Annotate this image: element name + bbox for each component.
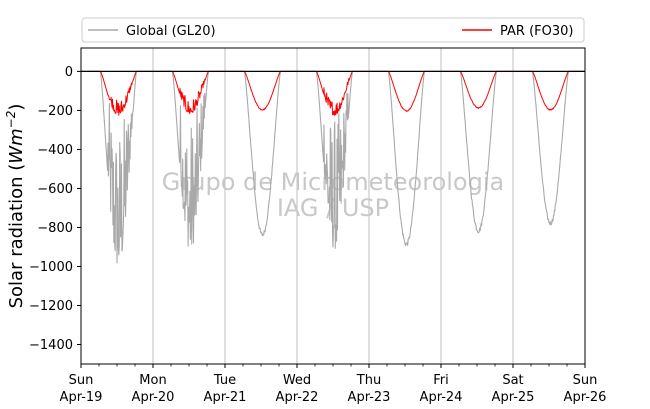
y-axis-label-unit: Wm [6,128,27,163]
y-axis-label-suffix: ) [6,104,27,111]
y-axis-label-prefix: Solar radiation ( [6,164,27,309]
x-tick-label-day: Fri [433,373,449,388]
legend-label-par: PAR (FO30) [500,24,573,39]
y-axis-label-exponent: −2 [4,111,18,129]
x-tick-label-day: Tue [213,373,236,388]
x-grid [152,48,514,364]
y-tick-label: −1400 [29,338,73,353]
y-tick-label: 0 [65,65,73,80]
x-tick-label-date: Apr-20 [132,390,175,405]
legend-box [81,17,585,43]
y-tick-label: −1000 [29,260,73,275]
y-axis-label: Solar radiation (Wm−2) [4,104,27,309]
x-tick-label-date: Apr-26 [564,390,607,405]
legend-label-global: Global (GL20) [126,24,216,39]
series-line-par [80,70,586,116]
x-tick-label-date: Apr-25 [492,390,535,405]
x-tick-label-date: Apr-22 [276,390,319,405]
x-tick-label-date: Apr-21 [204,390,247,405]
y-tick-label: −400 [37,143,73,158]
legend: Global (GL20) PAR (FO30) [81,17,585,43]
x-tick-label-date: Apr-24 [420,390,463,405]
x-tick-label-day: Sun [573,373,598,388]
x-tick-label-day: Thu [356,373,381,388]
x-axis: Sun Apr-19 Mon Apr-20 Tue Apr-21 Wed Apr-22 Thu A… [60,364,607,405]
y-tick-label: −1200 [29,299,73,314]
y-tick-label: −800 [37,221,73,236]
x-tick-label-date: Apr-19 [60,390,103,405]
watermark: Grupo de Micrometeorologia IAG / USP [162,168,504,222]
y-tick-label: −200 [37,104,73,119]
y-tick-label: −600 [37,182,73,197]
y-axis: 0 −200 −400 −600 −800 −1000 −1200 −1400 [29,65,81,353]
watermark-line-1: Grupo de Micrometeorologia [162,168,504,196]
x-tick-label-date: Apr-23 [348,390,391,405]
x-tick-label-day: Sat [502,373,523,388]
x-tick-label-day: Sun [69,373,94,388]
x-tick-label-day: Wed [283,373,311,388]
x-tick-label-day: Mon [139,373,166,388]
